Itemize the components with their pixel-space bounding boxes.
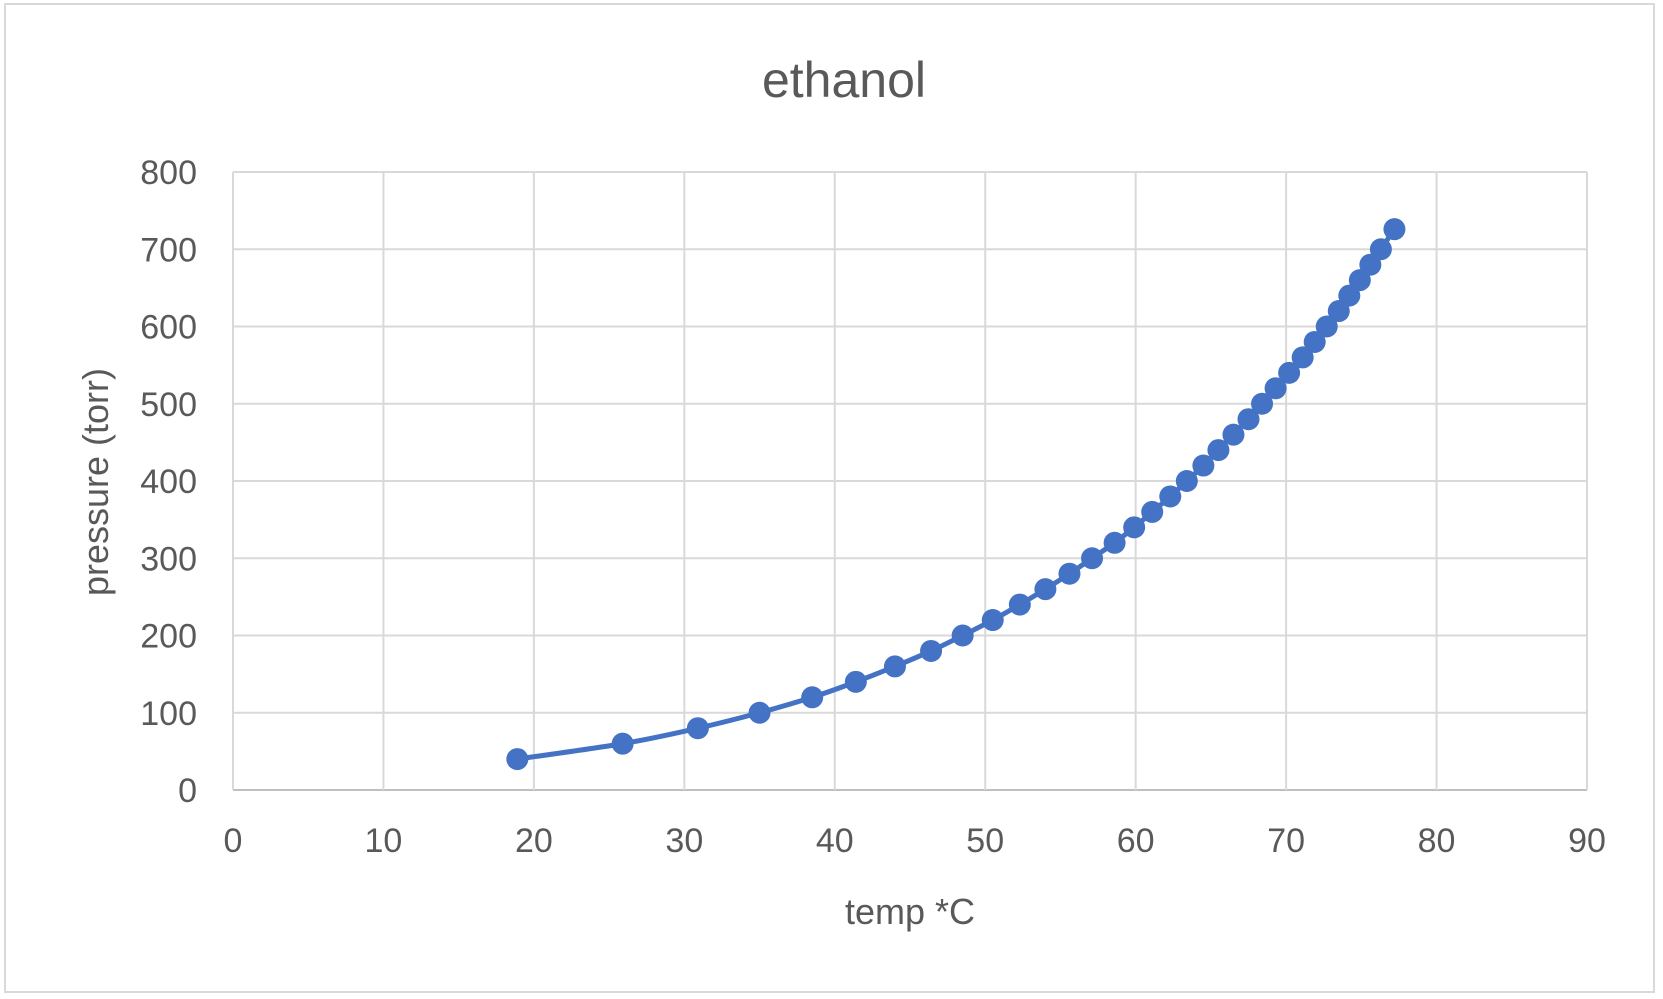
series-ethanol xyxy=(506,218,1406,771)
data-point xyxy=(1081,547,1104,570)
data-point xyxy=(1141,500,1164,523)
x-tick-label: 50 xyxy=(966,822,1004,860)
x-tick-label: 70 xyxy=(1267,822,1305,860)
data-point xyxy=(1315,315,1338,338)
y-tick-label: 700 xyxy=(140,231,197,269)
data-point xyxy=(844,670,867,693)
x-tick-label: 40 xyxy=(816,822,854,860)
data-point xyxy=(506,748,529,771)
data-point xyxy=(1338,284,1361,307)
y-tick-label: 200 xyxy=(140,618,197,656)
y-tick-label: 500 xyxy=(140,386,197,424)
x-tick-label: 10 xyxy=(365,822,403,860)
data-point xyxy=(1175,470,1198,492)
data-point xyxy=(1348,269,1371,292)
chart-title: ethanol xyxy=(762,52,926,108)
chart-area xyxy=(4,3,1655,993)
data-point xyxy=(1251,392,1274,415)
x-tick-label: 60 xyxy=(1117,822,1155,860)
x-tick-label: 90 xyxy=(1568,822,1606,860)
data-point xyxy=(1291,346,1314,369)
data-point xyxy=(748,701,771,724)
data-point xyxy=(611,732,634,755)
data-point xyxy=(1303,330,1326,353)
data-point xyxy=(1058,562,1081,585)
data-point xyxy=(1369,238,1392,261)
data-point xyxy=(1103,531,1126,554)
data-point xyxy=(1008,593,1031,616)
y-tick-label: 600 xyxy=(140,309,197,347)
x-axis-title: temp *C xyxy=(845,891,975,932)
data-point xyxy=(1327,300,1350,323)
data-point xyxy=(1123,516,1146,539)
data-point xyxy=(1359,253,1382,276)
data-point xyxy=(920,639,943,662)
data-point xyxy=(1237,408,1260,431)
data-point xyxy=(1264,377,1287,400)
data-point xyxy=(1192,454,1215,477)
x-tick-label: 0 xyxy=(224,822,243,860)
data-point xyxy=(1278,361,1301,384)
data-point xyxy=(686,717,709,740)
data-point xyxy=(1222,423,1245,446)
y-axis-tick-labels: 0 100 200 300 400 500 600 700 800 xyxy=(140,154,197,810)
y-tick-label: 300 xyxy=(140,540,197,578)
y-axis-title: pressure (torr) xyxy=(75,368,116,596)
data-point xyxy=(1034,578,1057,601)
data-point xyxy=(883,655,906,678)
data-point xyxy=(1383,218,1406,241)
y-tick-label: 800 xyxy=(140,154,197,192)
x-tick-label: 20 xyxy=(515,822,553,860)
y-tick-label: 0 xyxy=(178,772,197,810)
data-point xyxy=(1159,485,1182,508)
series-line xyxy=(516,227,1397,762)
gridlines xyxy=(232,171,1588,791)
data-point xyxy=(951,624,974,647)
y-tick-label: 100 xyxy=(140,695,197,733)
x-axis-tick-labels: 0 10 20 30 40 50 60 70 80 90 xyxy=(224,822,1606,860)
x-tick-label: 30 xyxy=(665,822,703,860)
data-point xyxy=(981,609,1004,632)
x-tick-label: 80 xyxy=(1418,822,1456,860)
data-point xyxy=(801,686,824,709)
y-tick-label: 400 xyxy=(140,463,197,501)
data-point xyxy=(1207,439,1230,462)
